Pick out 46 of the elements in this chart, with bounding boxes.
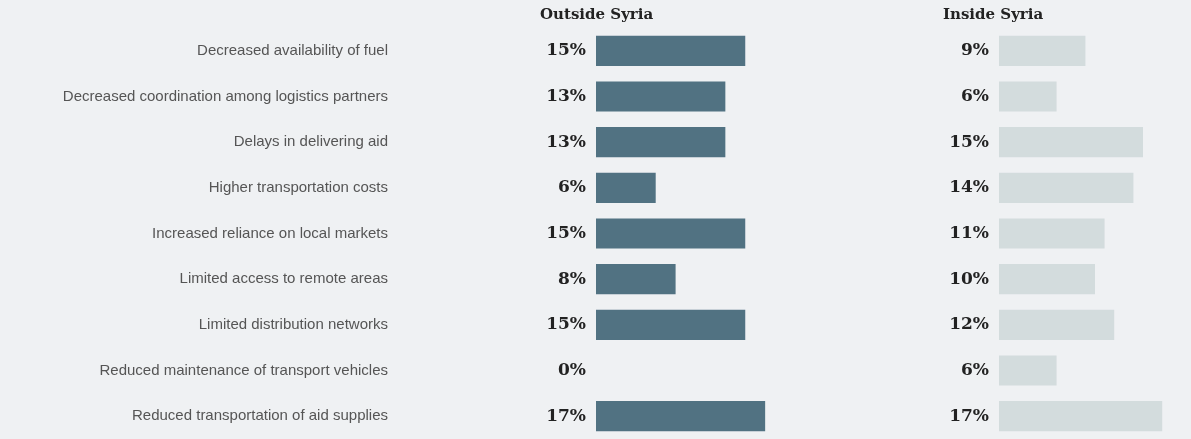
data-label: 12% bbox=[949, 313, 989, 334]
bar bbox=[999, 218, 1105, 249]
y-tick-label: Reduced maintenance of transport vehicles bbox=[99, 360, 388, 378]
bar bbox=[596, 309, 746, 340]
data-label: 0% bbox=[558, 358, 586, 379]
data-label: 17% bbox=[546, 404, 586, 425]
bar bbox=[999, 127, 1143, 158]
data-label: 6% bbox=[961, 358, 989, 379]
chart-title: Outside Syria bbox=[540, 5, 654, 24]
bar bbox=[999, 401, 1163, 432]
bar bbox=[999, 264, 1095, 295]
bar bbox=[999, 309, 1115, 340]
data-label: 15% bbox=[949, 130, 989, 151]
bar bbox=[596, 35, 746, 66]
y-tick-label: Delays in delivering aid bbox=[233, 132, 388, 150]
data-label: 10% bbox=[949, 267, 989, 288]
y-tick-label: Higher transportation costs bbox=[208, 177, 388, 195]
bar bbox=[596, 81, 726, 112]
bar bbox=[596, 172, 656, 203]
data-label: 15% bbox=[546, 221, 586, 242]
data-label: 8% bbox=[558, 267, 586, 288]
data-label: 13% bbox=[546, 84, 586, 105]
y-tick-label: Decreased availability of fuel bbox=[197, 40, 388, 58]
bar bbox=[596, 401, 766, 432]
bar bbox=[999, 81, 1057, 112]
data-label: 15% bbox=[546, 39, 586, 60]
data-label: 9% bbox=[961, 39, 989, 60]
y-tick-label: Increased reliance on local markets bbox=[152, 223, 388, 241]
y-tick-label: Limited access to remote areas bbox=[179, 269, 388, 287]
data-label: 6% bbox=[558, 176, 586, 197]
bar bbox=[999, 355, 1057, 386]
chart-title: Inside Syria bbox=[943, 5, 1044, 24]
data-label: 17% bbox=[949, 404, 989, 425]
bar bbox=[999, 35, 1086, 66]
bar bbox=[596, 127, 726, 158]
bar bbox=[596, 218, 746, 249]
data-label: 11% bbox=[949, 221, 989, 242]
bar bbox=[596, 264, 676, 295]
y-tick-label: Limited distribution networks bbox=[198, 314, 388, 332]
data-label: 14% bbox=[949, 176, 989, 197]
data-label: 6% bbox=[961, 84, 989, 105]
y-tick-label: Decreased coordination among logistics partners bbox=[62, 86, 388, 104]
data-label: 13% bbox=[546, 130, 586, 151]
data-label: 15% bbox=[546, 313, 586, 334]
y-tick-label: Reduced transportation of aid supplies bbox=[132, 406, 388, 424]
bar bbox=[999, 172, 1134, 203]
